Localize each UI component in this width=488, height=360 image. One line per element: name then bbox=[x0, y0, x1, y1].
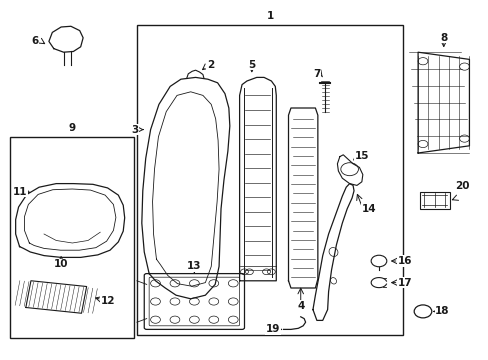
Text: 2: 2 bbox=[206, 60, 213, 70]
Text: 9: 9 bbox=[68, 123, 76, 133]
Text: 14: 14 bbox=[361, 204, 376, 214]
Bar bbox=[137, 25, 403, 335]
Text: 6: 6 bbox=[32, 36, 39, 46]
Text: 16: 16 bbox=[397, 256, 411, 266]
Bar bbox=[10, 137, 134, 338]
Text: 18: 18 bbox=[434, 306, 449, 316]
Text: 5: 5 bbox=[248, 60, 255, 70]
Text: 17: 17 bbox=[397, 278, 411, 288]
Text: 4: 4 bbox=[296, 301, 304, 311]
Text: 8: 8 bbox=[439, 33, 447, 43]
Text: 13: 13 bbox=[187, 261, 201, 271]
Text: 20: 20 bbox=[454, 181, 468, 191]
Text: 15: 15 bbox=[354, 150, 368, 161]
Text: 1: 1 bbox=[266, 11, 273, 21]
Text: 12: 12 bbox=[100, 296, 115, 306]
Text: 10: 10 bbox=[54, 259, 68, 269]
Text: 3: 3 bbox=[131, 125, 138, 135]
Text: 19: 19 bbox=[265, 324, 280, 334]
Bar bbox=[419, 192, 449, 209]
Text: 11: 11 bbox=[13, 186, 28, 197]
Text: 7: 7 bbox=[312, 69, 320, 79]
